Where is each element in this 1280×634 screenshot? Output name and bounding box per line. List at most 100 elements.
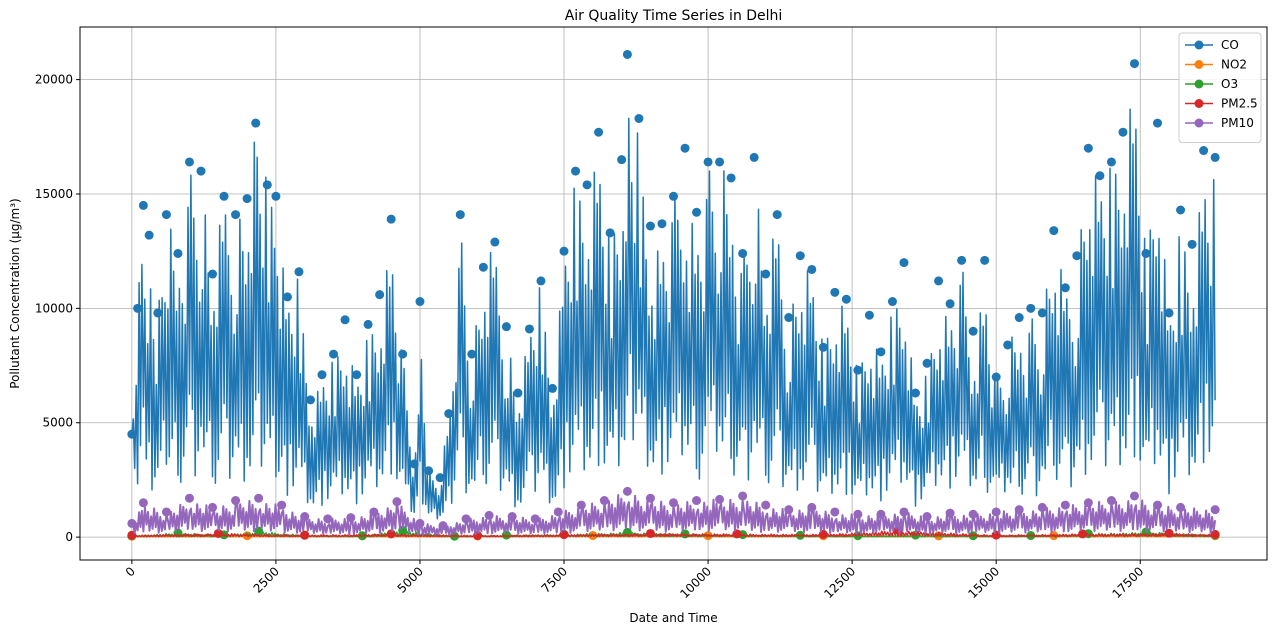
series-point xyxy=(138,200,148,210)
series-point xyxy=(622,49,632,59)
series-point xyxy=(553,507,563,517)
series-point xyxy=(761,500,771,510)
series-point xyxy=(1060,283,1070,293)
series-point xyxy=(208,269,218,279)
series-point xyxy=(715,157,725,167)
series-pm10 xyxy=(127,486,1220,536)
series-point xyxy=(231,210,241,220)
series-point xyxy=(1106,496,1116,506)
series-point xyxy=(772,210,782,220)
series-point xyxy=(830,287,840,297)
series-point xyxy=(346,513,356,523)
y-tick-label: 20000 xyxy=(35,73,73,87)
series-point xyxy=(1210,529,1220,539)
series-point xyxy=(576,500,586,510)
series-point xyxy=(305,395,315,405)
series-point xyxy=(680,143,690,153)
series-point xyxy=(864,310,874,320)
series-point xyxy=(490,237,500,247)
series-point xyxy=(853,509,863,519)
series-point xyxy=(841,294,851,304)
series-co xyxy=(127,49,1220,520)
series-point xyxy=(749,152,759,162)
legend-swatch-marker xyxy=(1194,99,1204,108)
series-point xyxy=(340,315,350,325)
series-point xyxy=(980,255,990,265)
series-point xyxy=(605,228,615,238)
legend-label: O3 xyxy=(1221,77,1238,91)
series-point xyxy=(1037,502,1047,512)
series-point xyxy=(409,459,419,469)
series-point xyxy=(807,264,817,274)
series-point xyxy=(922,512,932,522)
series-point xyxy=(599,496,609,506)
series-point xyxy=(1164,308,1174,318)
legend-label: CO xyxy=(1221,38,1239,52)
series-point xyxy=(513,388,523,398)
series-point xyxy=(277,500,287,510)
series-point xyxy=(899,507,909,517)
series-point xyxy=(991,507,1001,517)
series-layer xyxy=(127,49,1220,541)
series-point xyxy=(692,207,702,217)
series-point xyxy=(703,157,713,167)
series-point xyxy=(899,258,909,268)
chart-title: Air Quality Time Series in Delhi xyxy=(565,8,783,24)
legend-swatch-marker xyxy=(1194,118,1204,128)
series-point xyxy=(887,297,897,307)
series-point xyxy=(807,502,817,512)
series-point xyxy=(1014,313,1024,323)
series-point xyxy=(669,498,678,508)
series-point xyxy=(1106,157,1116,167)
plot-frame xyxy=(79,26,1268,561)
series-point xyxy=(424,466,434,476)
legend-label: PM10 xyxy=(1221,116,1254,130)
series-point xyxy=(692,496,702,506)
series-point xyxy=(1118,127,1128,137)
series-point xyxy=(484,510,494,520)
series-point xyxy=(153,308,163,318)
series-point xyxy=(262,180,272,190)
series-point xyxy=(282,292,292,302)
series-point xyxy=(161,210,171,220)
series-point xyxy=(1083,143,1093,153)
series-point xyxy=(1199,146,1209,156)
legend-item: CO xyxy=(1185,38,1239,52)
series-point xyxy=(853,365,863,375)
series-point xyxy=(398,349,408,359)
series-point xyxy=(173,248,183,258)
series-point xyxy=(622,486,632,496)
legend-swatch-marker xyxy=(1194,40,1204,50)
series-point xyxy=(784,505,794,515)
series-point xyxy=(300,512,310,522)
series-point xyxy=(1210,152,1220,162)
series-point xyxy=(617,155,627,165)
series-point xyxy=(876,509,886,519)
series-point xyxy=(738,491,748,501)
legend-label: NO2 xyxy=(1221,58,1247,72)
series-point xyxy=(1187,239,1197,249)
series-point xyxy=(323,514,333,524)
series-point xyxy=(738,248,748,258)
series-point xyxy=(1078,529,1088,539)
legend-item: PM2.5 xyxy=(1185,97,1258,111)
series-point xyxy=(438,521,448,531)
series-point xyxy=(392,497,402,507)
series-point xyxy=(144,230,154,240)
series-point xyxy=(415,518,425,528)
series-point xyxy=(876,347,886,357)
series-point xyxy=(161,507,171,517)
series-point xyxy=(317,370,327,380)
series-point xyxy=(329,349,339,359)
legend: CO NO2 O3 PM2.5 PM10 xyxy=(1178,32,1262,143)
series-point xyxy=(991,372,1001,382)
series-point xyxy=(1095,171,1105,181)
series-point xyxy=(127,518,137,528)
series-point xyxy=(922,358,932,368)
series-point xyxy=(657,219,667,229)
series-point xyxy=(254,493,264,503)
series-point xyxy=(571,166,581,176)
series-point xyxy=(467,349,477,359)
series-point xyxy=(1003,340,1013,350)
